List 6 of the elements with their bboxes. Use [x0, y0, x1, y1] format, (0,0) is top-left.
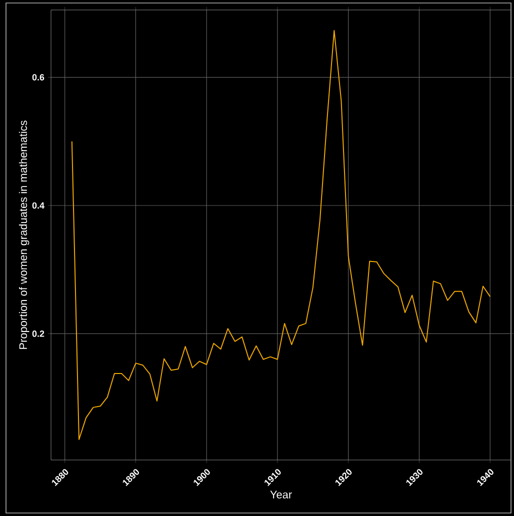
line-series: [71, 30, 491, 440]
y-tick-label: 0.4: [32, 202, 44, 209]
y-tick-label: 0.6: [32, 74, 44, 80]
x-axis-title: Year: [270, 490, 292, 498]
y-tick-label: 0.2: [32, 330, 44, 337]
y-axis-title: Proportion of women graduates in mathematics: [18, 120, 30, 349]
